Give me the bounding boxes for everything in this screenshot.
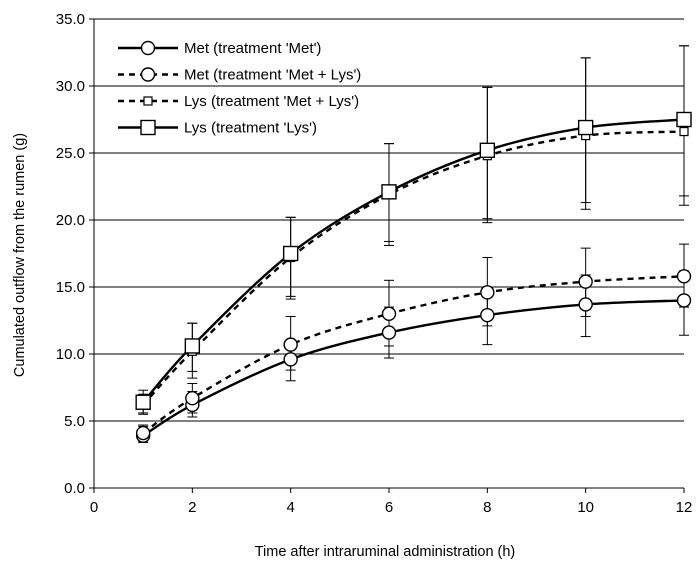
legend-entry: Met (treatment 'Met + Lys'): [184, 67, 361, 84]
data-point: [479, 142, 496, 159]
tick-labels: 0.0 5.0 10.0 15.0 20.0 25.0 30.0 35.0 0 2 4 6 8 10 12: [56, 11, 693, 516]
y-tick-label: 30.0: [56, 78, 85, 95]
series-markers: [135, 111, 692, 443]
legend-entry: Lys (treatment 'Lys'): [184, 120, 317, 137]
x-tick-label: 0: [90, 499, 98, 516]
x-axis-label: Time after intraruminal administration (…: [255, 544, 516, 560]
series-lines: [142, 118, 685, 437]
y-tick-label: 35.0: [56, 11, 85, 28]
y-tick-label: 15.0: [56, 279, 85, 296]
data-point: [135, 394, 151, 410]
data-point: [676, 111, 692, 128]
legend-marker: [140, 40, 156, 56]
x-tick-label: 4: [286, 499, 294, 516]
legend-marker: [143, 96, 153, 106]
data-point: [676, 293, 692, 308]
data-point: [185, 391, 200, 406]
legend-marker: [140, 119, 156, 136]
series-line: [142, 130, 685, 406]
y-axis-label: Cumulated outflow from the rumen (g): [12, 133, 28, 377]
x-tick-label: 2: [188, 499, 196, 516]
y-tick-label: 10.0: [56, 346, 85, 363]
x-tick-label: 8: [483, 499, 491, 516]
x-tick-label: 12: [676, 499, 693, 516]
data-point: [577, 119, 594, 136]
data-point: [283, 352, 298, 367]
legend-entry: Lys (treatment 'Met + Lys'): [184, 93, 359, 110]
series-line: [142, 118, 685, 404]
legend-entry: Met (treatment 'Met'): [184, 40, 321, 57]
data-point: [381, 184, 397, 200]
y-tick-label: 25.0: [56, 145, 85, 162]
legend: Met (treatment 'Met') Met (treatment 'Met…: [118, 40, 361, 137]
data-point: [480, 285, 495, 300]
data-point: [381, 306, 397, 321]
data-point: [480, 307, 495, 323]
x-tick-label: 6: [385, 499, 393, 516]
data-point: [184, 338, 201, 354]
y-tick-label: 5.0: [64, 413, 85, 430]
data-point: [676, 269, 692, 284]
data-point: [283, 337, 298, 352]
series-line: [142, 299, 685, 437]
x-tick-label: 10: [577, 499, 594, 516]
y-tick-label: 20.0: [56, 212, 85, 229]
data-point: [578, 274, 593, 289]
data-point: [578, 297, 593, 312]
data-point: [679, 126, 689, 137]
legend-marker: [140, 67, 156, 82]
series-line: [142, 275, 685, 435]
data-point: [282, 245, 299, 262]
data-point: [135, 425, 151, 441]
data-point: [381, 325, 397, 340]
y-tick-label: 0.0: [64, 480, 85, 497]
axes: [89, 18, 685, 493]
